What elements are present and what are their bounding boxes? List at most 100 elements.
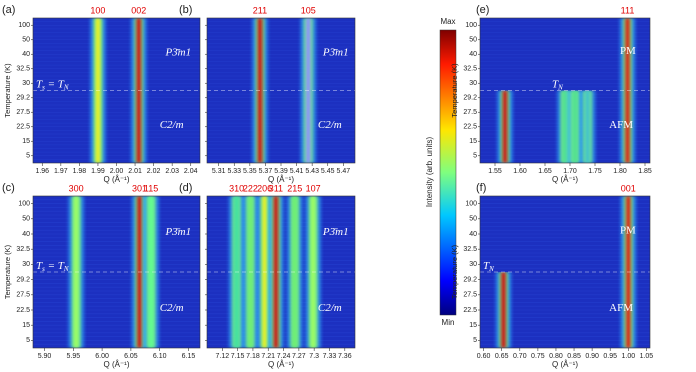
phase-high: P3̄m1: [322, 226, 349, 238]
panel-label: (e): [476, 4, 489, 16]
x-tick-label: 7.27: [292, 353, 306, 360]
y-tick-label: 40: [22, 51, 30, 58]
phase-low: C2/m: [160, 119, 184, 131]
transition-subscript: s: [42, 265, 45, 273]
peak: [562, 90, 568, 163]
phase-low: C2/m: [318, 119, 342, 131]
y-tick-label: 22.5: [16, 124, 30, 131]
peak-label: 211: [253, 5, 267, 15]
plot-frame: [479, 17, 651, 164]
y-tick-label: 32.5: [463, 246, 477, 253]
transition-text: T: [483, 260, 490, 272]
phase-high: PM: [620, 45, 636, 57]
x-tick-label: 5.95: [66, 353, 80, 360]
x-tick-label: 2.04: [184, 168, 198, 175]
y-tick-label: 27.5: [463, 109, 477, 116]
x-axis-label: Q (Å⁻¹): [552, 360, 578, 369]
phase-low: AFM: [609, 302, 633, 314]
peak: [273, 196, 279, 348]
y-tick-label: 22.5: [463, 124, 477, 131]
peak-label: 301: [132, 183, 147, 193]
x-axis-label: Q (Å⁻¹): [104, 175, 130, 184]
x-tick-label: 1.70: [563, 168, 577, 175]
x-tick-label: 1.96: [35, 168, 49, 175]
transition-label: TN: [483, 260, 494, 273]
x-tick-label: 1.97: [54, 168, 68, 175]
x-tick-label: 5.43: [305, 168, 319, 175]
x-tick-label: 6.05: [124, 353, 138, 360]
transition-subscript: N: [63, 83, 69, 91]
y-tick-label: 5: [473, 153, 477, 160]
panel-label: (c): [2, 182, 15, 194]
transition-subscript: N: [63, 265, 69, 273]
x-tick-label: 1.55: [488, 168, 502, 175]
x-tick-label: 1.65: [538, 168, 552, 175]
transition-label: Ts = TN: [36, 78, 69, 91]
colorbar: [439, 29, 457, 316]
phase-low: C2/m: [160, 302, 184, 314]
colorbar-max: Max: [440, 17, 455, 26]
x-tick-label: 1.05: [640, 353, 654, 360]
y-tick-label: 5: [473, 337, 477, 344]
y-axis-label: Temperature (K): [450, 63, 459, 118]
x-tick-label: 7.33: [323, 353, 337, 360]
x-tick-label: 0.75: [531, 353, 545, 360]
y-tick-label: 27.5: [16, 292, 30, 299]
y-tick-label: 15: [469, 138, 477, 145]
peak-label: 300: [69, 183, 84, 193]
x-tick-label: 1.99: [91, 168, 105, 175]
peak-label: 310: [229, 183, 244, 193]
y-tick-label: 5: [26, 153, 30, 160]
y-tick-label: 100: [465, 200, 477, 207]
phase-high: PM: [620, 224, 636, 236]
x-tick-label: 5.35: [243, 168, 257, 175]
x-tick-label: 1.85: [638, 168, 652, 175]
y-tick-label: 15: [22, 138, 30, 145]
x-tick-label: 0.95: [603, 353, 617, 360]
y-tick-label: 30: [469, 261, 477, 268]
x-tick-label: 7.18: [246, 353, 260, 360]
peak-label: 002: [131, 5, 146, 15]
y-tick-label: 32.5: [463, 66, 477, 73]
peak-label: 115: [144, 183, 158, 193]
peak-label: 215: [287, 183, 302, 193]
peak: [502, 90, 508, 163]
x-tick-label: 1.60: [513, 168, 527, 175]
y-tick-label: 30: [22, 261, 30, 268]
transition-text: = T: [45, 78, 65, 90]
x-tick-label: 2.01: [128, 168, 142, 175]
peak-label: 206: [257, 183, 272, 193]
x-tick-label: 6.15: [182, 353, 196, 360]
x-tick-label: 2.00: [110, 168, 124, 175]
x-tick-label: 7.15: [231, 353, 245, 360]
y-tick-label: 32.5: [16, 246, 30, 253]
x-tick-label: 0.85: [567, 353, 581, 360]
y-tick-label: 29.2: [16, 95, 30, 102]
peak: [585, 90, 590, 163]
x-axis-label: Q (Å⁻¹): [268, 175, 294, 184]
y-tick-label: 50: [22, 216, 30, 223]
plot-frame: [479, 195, 651, 349]
panel-label: (b): [179, 4, 192, 16]
peak-label: 222: [243, 183, 258, 193]
phase-high: P3̄m1: [164, 226, 191, 238]
y-tick-label: 100: [18, 200, 30, 207]
phase-high: P3̄m1: [164, 46, 191, 58]
transition-label: TN: [552, 78, 563, 91]
peak-label: 105: [301, 5, 316, 15]
y-tick-label: 29.2: [16, 276, 30, 283]
peak-label: 100: [90, 5, 105, 15]
x-axis-label: Q (Å⁻¹): [552, 175, 578, 184]
x-tick-label: 5.39: [274, 168, 288, 175]
colorbar-label: Intensity (arb. units): [425, 137, 434, 208]
x-tick-label: 5.45: [321, 168, 335, 175]
y-tick-label: 40: [469, 51, 477, 58]
peak-label: 311: [269, 183, 283, 193]
panel-label: (f): [476, 182, 486, 194]
peak: [501, 272, 506, 348]
y-tick-label: 22.5: [16, 307, 30, 314]
y-tick-label: 40: [22, 231, 30, 238]
transition-text: T: [36, 78, 43, 90]
x-tick-label: 5.47: [337, 168, 351, 175]
y-tick-label: 100: [18, 22, 30, 29]
